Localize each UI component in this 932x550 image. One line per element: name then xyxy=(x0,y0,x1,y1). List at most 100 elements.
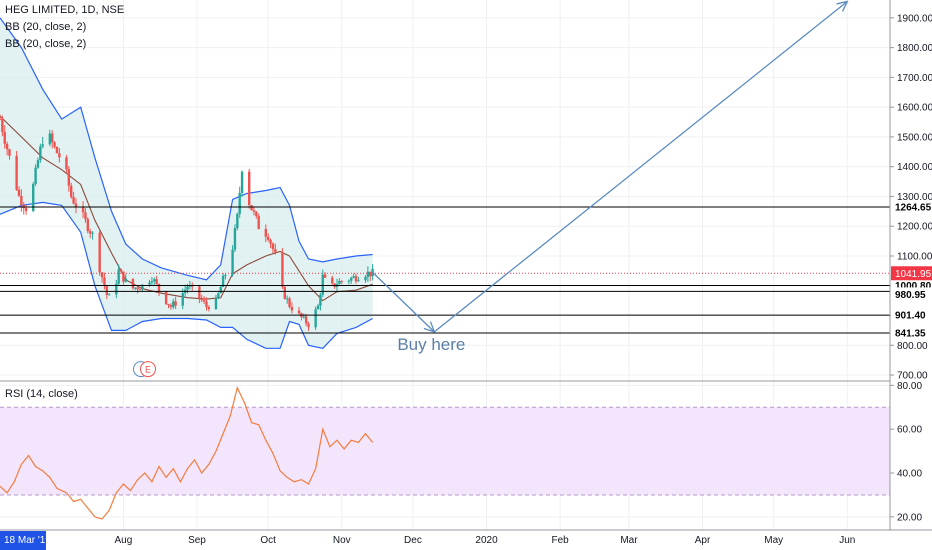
candle-52 xyxy=(169,303,173,310)
candle-body-30 xyxy=(98,232,101,273)
candle-body-109 xyxy=(357,280,360,282)
candle-body-86 xyxy=(283,286,286,299)
candle-body-34 xyxy=(107,294,111,296)
rsi-title[interactable]: RSI (14, close) xyxy=(5,388,78,400)
candle-body-95 xyxy=(314,309,317,328)
candle-82 xyxy=(269,238,272,249)
candle-85 xyxy=(281,248,284,289)
candle-body-25 xyxy=(81,207,85,213)
candle-112 xyxy=(369,271,372,281)
indicator-bb-1[interactable]: BB (20, close, 2) xyxy=(5,21,87,33)
candle-79 xyxy=(257,213,260,230)
candle-73 xyxy=(238,186,241,218)
candle-72 xyxy=(236,212,239,231)
price-tick-label-5: 1200.00 xyxy=(897,222,932,233)
price-tick-label-12: 1900.00 xyxy=(897,13,932,24)
candle-body-93 xyxy=(304,316,308,324)
candle-5 xyxy=(15,151,18,191)
candle-body-105 xyxy=(347,280,351,282)
candle-body-20 xyxy=(65,157,68,170)
candle-88 xyxy=(288,296,291,309)
candle-92 xyxy=(302,313,305,319)
candle-51 xyxy=(167,303,170,309)
candle-body-32 xyxy=(103,277,106,287)
candle-106 xyxy=(350,276,353,284)
bollinger-lower xyxy=(0,201,373,349)
candle-body-40 xyxy=(131,278,135,289)
candle-body-33 xyxy=(105,286,108,295)
candle-53 xyxy=(172,298,175,310)
candle-100 xyxy=(331,275,334,285)
candle-body-71 xyxy=(233,228,237,250)
candle-body-75 xyxy=(248,171,251,206)
candle-body-24 xyxy=(74,203,78,208)
candle-40 xyxy=(131,278,135,290)
indicator-bb-2[interactable]: BB (20, close, 2) xyxy=(5,38,87,50)
candle-body-31 xyxy=(100,272,104,278)
projection-up-segment xyxy=(433,0,848,333)
candle-body-57 xyxy=(186,286,189,290)
rsi-tick-label-1: 40.00 xyxy=(897,469,922,480)
candle-body-44 xyxy=(141,284,144,290)
candle-body-22 xyxy=(70,185,73,198)
candle-body-19 xyxy=(58,153,61,158)
candle-14 xyxy=(41,136,44,149)
candle-74 xyxy=(240,170,244,197)
candle-96 xyxy=(316,303,320,310)
candle-body-106 xyxy=(350,277,353,281)
candle-107 xyxy=(352,273,355,279)
candle-37 xyxy=(119,268,123,272)
candle-body-2 xyxy=(3,132,6,144)
candle-55 xyxy=(181,288,184,310)
candle-body-85 xyxy=(281,252,284,287)
candle-64 xyxy=(207,305,211,312)
rsi-tick-label-0: 20.00 xyxy=(897,512,922,523)
candle-104 xyxy=(340,280,343,285)
candle-22 xyxy=(70,182,73,199)
candle-body-82 xyxy=(269,239,272,244)
candle-12 xyxy=(36,157,40,169)
candle-body-68 xyxy=(221,275,225,288)
projection-down-segment xyxy=(372,271,435,333)
candle-body-6 xyxy=(17,189,21,196)
candle-10 xyxy=(32,182,35,213)
price-tick-label-0: 700.00 xyxy=(897,371,928,382)
candle-body-21 xyxy=(67,169,71,186)
candle-body-10 xyxy=(32,184,35,211)
candle-body-107 xyxy=(352,276,355,278)
candle-body-11 xyxy=(34,167,37,185)
candle-6 xyxy=(17,186,21,198)
candle-body-17 xyxy=(53,142,56,147)
price-tick-label-6: 1300.00 xyxy=(897,192,932,203)
candle-0 xyxy=(0,114,2,121)
candle-84 xyxy=(274,243,277,255)
candle-body-27 xyxy=(86,219,90,232)
price-line-label-bg-4 xyxy=(891,325,932,340)
candle-90 xyxy=(297,306,301,315)
candle-26 xyxy=(84,208,87,223)
candle-body-84 xyxy=(274,249,277,253)
candle-60 xyxy=(198,285,201,304)
candle-body-94 xyxy=(307,323,310,328)
symbol-title[interactable]: HEG LIMITED, 1D, NSE xyxy=(5,4,125,16)
price-line-label-1: 1000.80 xyxy=(895,281,932,292)
time-tick-label-8: Apr xyxy=(695,535,711,546)
candle-body-108 xyxy=(354,276,358,282)
candle-103 xyxy=(338,278,341,285)
candle-body-4 xyxy=(8,149,11,156)
candle-105 xyxy=(347,279,351,285)
candle-body-48 xyxy=(155,279,158,284)
candle-body-52 xyxy=(169,305,173,308)
candle-32 xyxy=(103,272,106,290)
candle-body-88 xyxy=(288,298,291,307)
price-tick-label-7: 1400.00 xyxy=(897,162,932,173)
candle-body-79 xyxy=(257,216,260,230)
candle-71 xyxy=(233,224,237,253)
rsi-pane-legend: RSI (14, close) xyxy=(5,386,78,403)
candle-body-9 xyxy=(24,208,28,211)
last-price-label: 1041.95 xyxy=(895,269,932,280)
candle-body-81 xyxy=(266,236,270,240)
candle-18 xyxy=(55,146,59,154)
